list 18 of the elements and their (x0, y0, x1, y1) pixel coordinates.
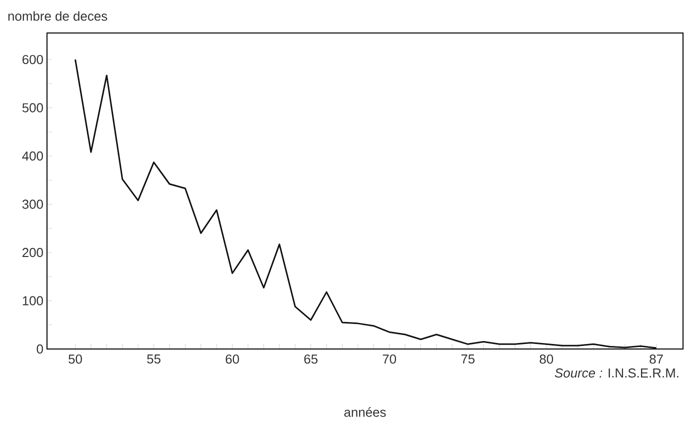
x-tick-label: 55 (147, 354, 160, 364)
y-tick-label: 400 (22, 151, 43, 161)
x-tick-label: 65 (304, 354, 318, 364)
x-axis-title: années (344, 407, 386, 417)
x-tick-label: 87 (650, 354, 663, 364)
y-tick-label: 500 (22, 103, 43, 112)
text: Source : I.N.S.E.R.M. (554, 368, 678, 378)
y-axis-title: nombre de deces (8, 11, 108, 21)
y-tick-label: 100 (22, 296, 43, 306)
x-tick-label: 75 (461, 354, 475, 364)
y-tick-label: 300 (22, 200, 43, 209)
y-tick-label: 0 (36, 344, 43, 354)
y-tick-label: 600 (22, 54, 43, 64)
x-tick-label: 60 (226, 354, 240, 364)
x-tick-label: 80 (540, 354, 554, 364)
x-tick-label: 70 (382, 354, 396, 364)
x-tick-label: 50 (68, 354, 82, 364)
y-tick-label: 200 (22, 248, 43, 258)
